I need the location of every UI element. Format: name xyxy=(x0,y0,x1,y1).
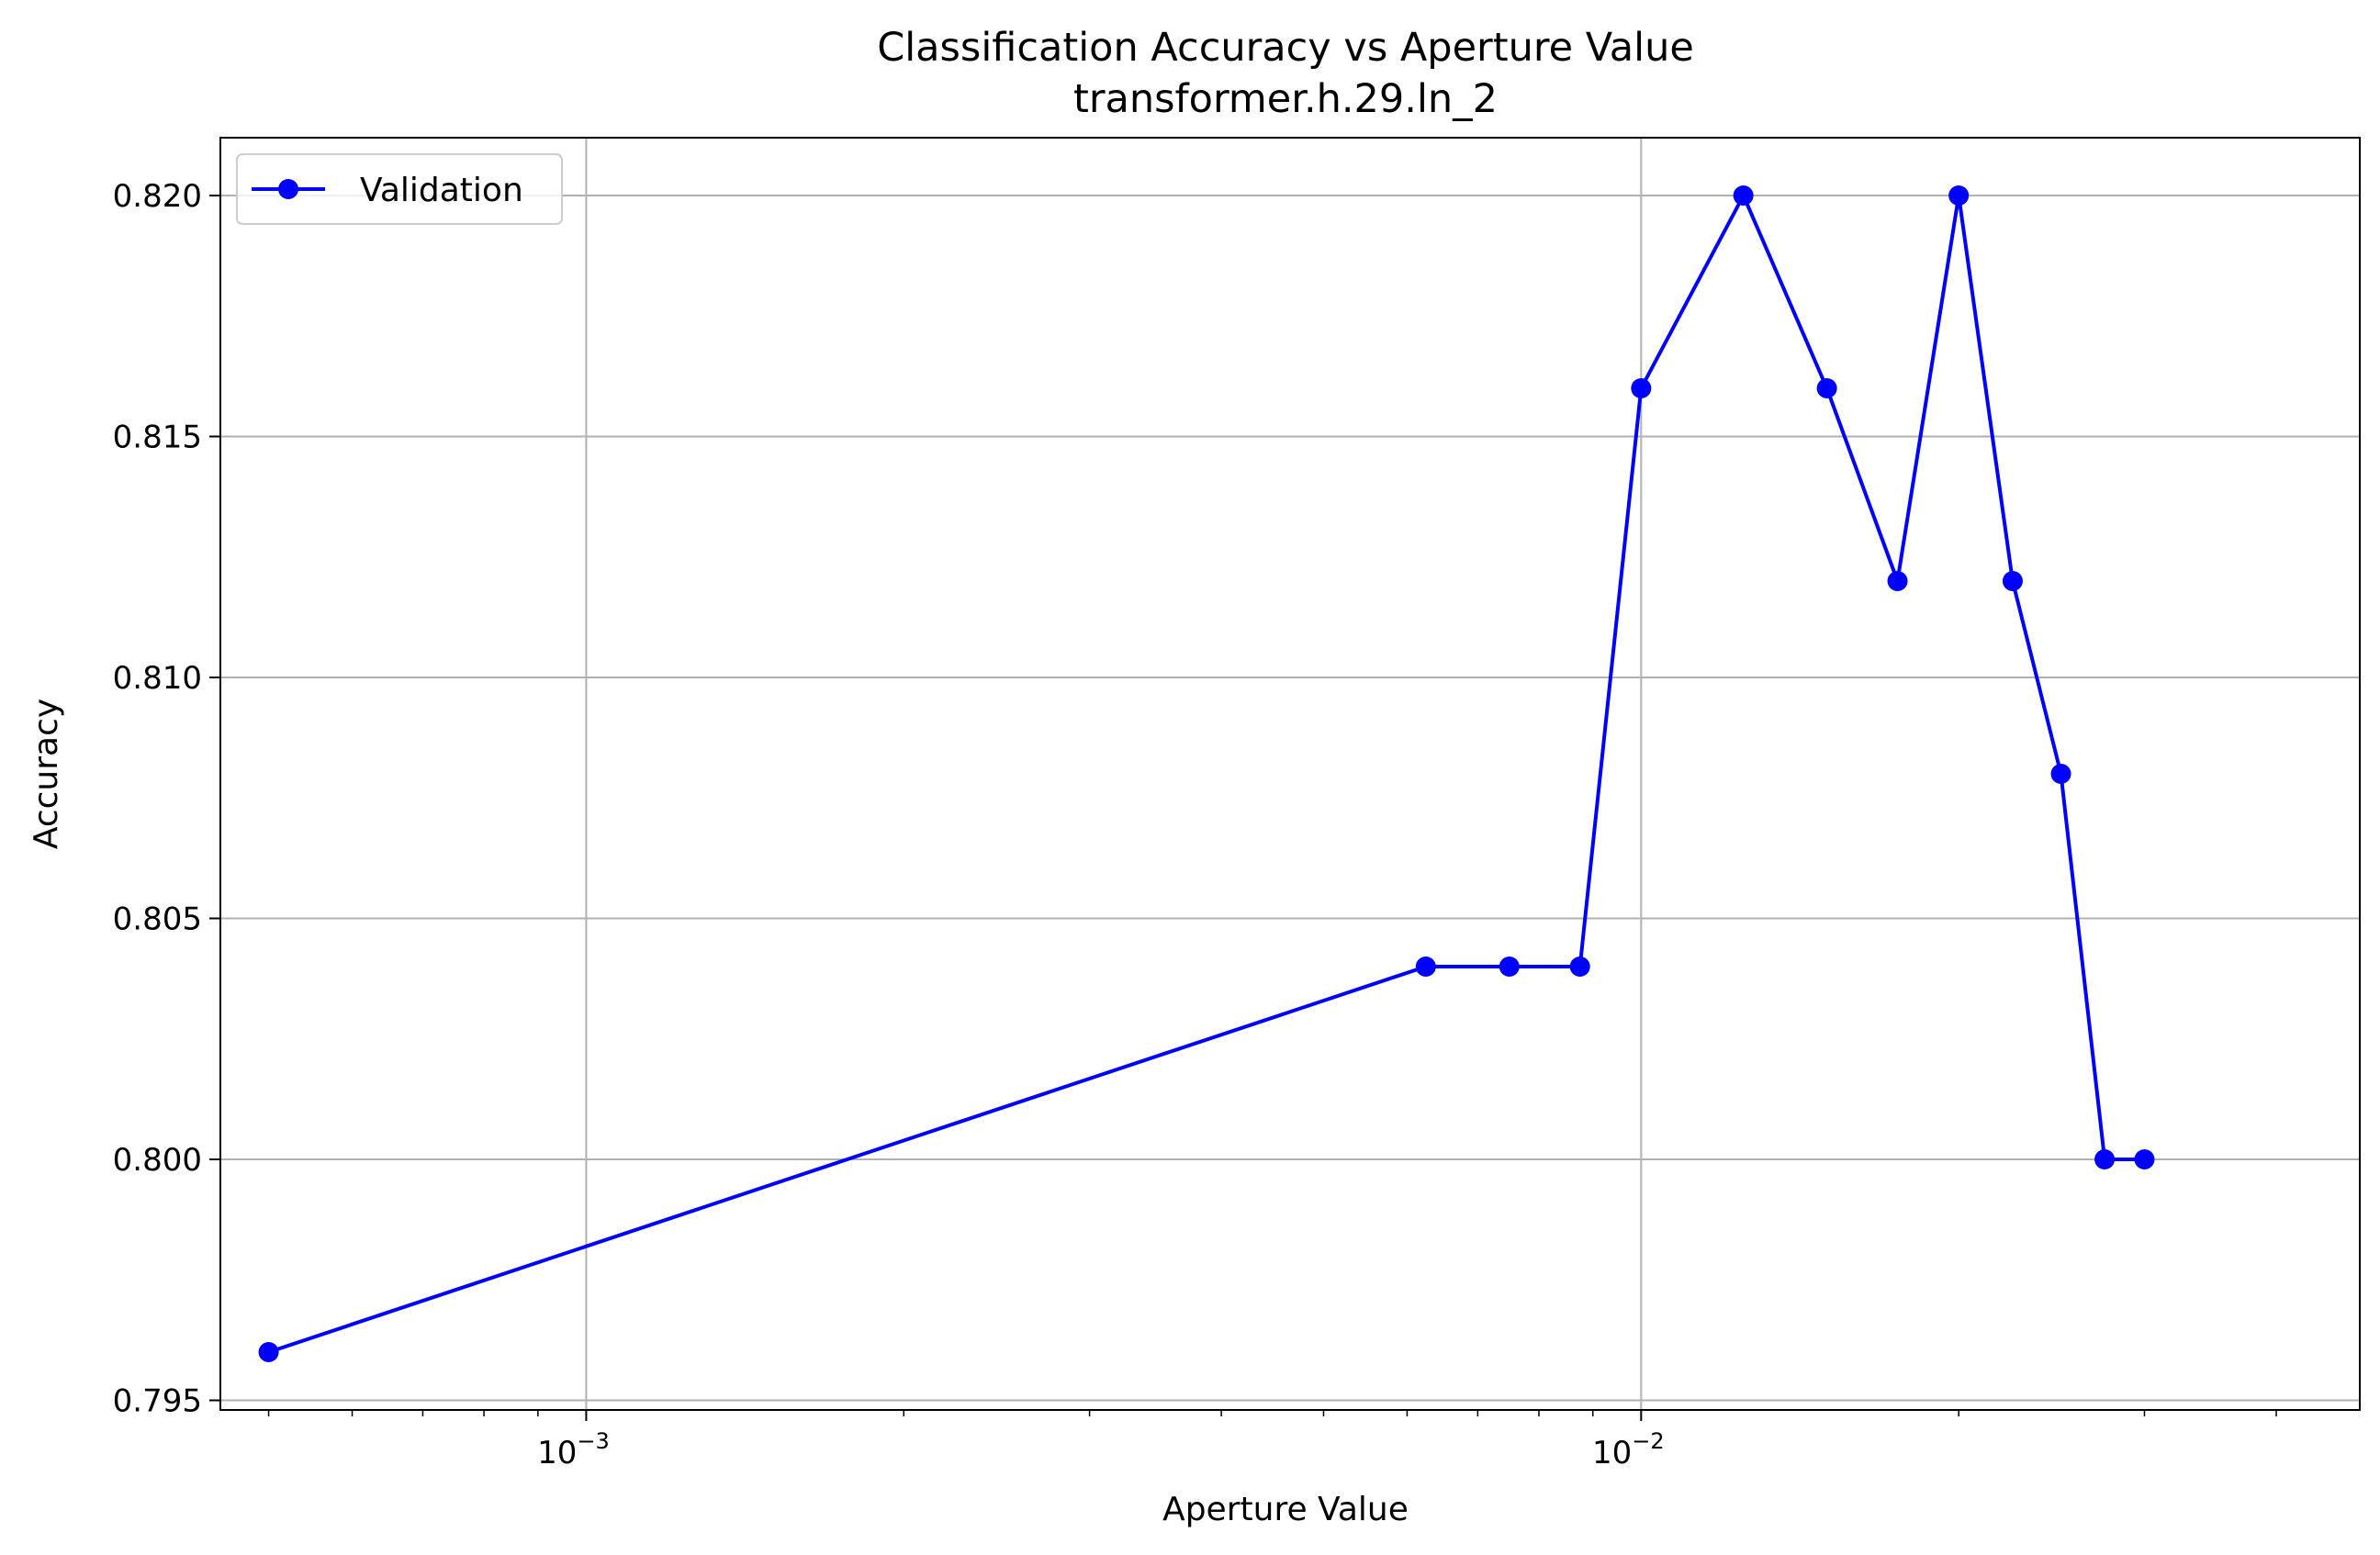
data-point xyxy=(2002,571,2023,591)
data-point xyxy=(1733,185,1754,206)
chart-title: Classification Accuracy vs Aperture Valu… xyxy=(877,25,1694,71)
y-tick-label: 0.795 xyxy=(113,1383,202,1420)
grid-lines xyxy=(220,138,2360,1410)
x-tick-label: 10−3 xyxy=(537,1428,610,1471)
y-axis-label: Accuracy xyxy=(28,699,65,849)
y-tick-label: 0.810 xyxy=(113,660,202,697)
data-point xyxy=(1948,185,1970,206)
y-tick-label: 0.800 xyxy=(113,1142,202,1179)
series-lines xyxy=(258,185,2155,1362)
data-point xyxy=(2134,1149,2155,1169)
legend: Validation xyxy=(236,153,563,225)
data-point xyxy=(1816,378,1837,398)
data-point xyxy=(1569,956,1590,977)
x-axis-label: Aperture Value xyxy=(1162,1491,1409,1528)
plot-area-frame xyxy=(219,137,2361,1411)
data-point xyxy=(1499,956,1520,977)
data-point xyxy=(2094,1149,2116,1169)
data-point xyxy=(1887,571,1908,591)
legend-marker-sample xyxy=(278,179,298,199)
legend-label-validation: Validation xyxy=(360,172,523,209)
y-tick-label: 0.815 xyxy=(113,420,202,456)
data-point xyxy=(2050,764,2071,784)
x-tick-label: 10−2 xyxy=(1592,1428,1665,1471)
data-point xyxy=(1415,956,1436,977)
data-point xyxy=(1631,378,1652,398)
y-tick-label: 0.805 xyxy=(113,901,202,938)
chart-subtitle: transformer.h.29.ln_2 xyxy=(1073,76,1498,122)
axis-ticks: 0.795 0.800 0.805 0.810 0.815 0.820 10−3 10−2 xyxy=(113,178,2277,1471)
series-line-validation xyxy=(267,194,2145,1354)
y-tick-label: 0.820 xyxy=(113,178,202,215)
legend-box xyxy=(236,153,563,225)
data-point xyxy=(258,1342,279,1362)
